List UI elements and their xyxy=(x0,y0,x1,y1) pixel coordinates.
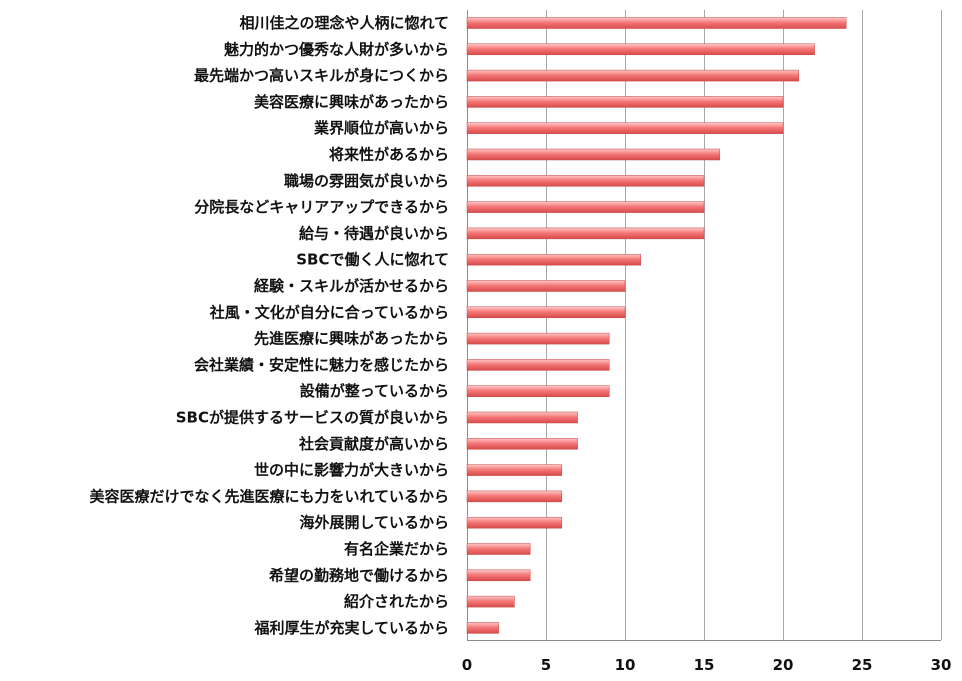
category-label: 美容医療に興味があったから xyxy=(254,93,449,111)
category-label: 希望の勤務地で働けるから xyxy=(269,566,449,584)
x-tick-label: 25 xyxy=(852,656,873,674)
bar xyxy=(466,148,721,161)
category-label: 相川佳之の理念や人柄に惚れて xyxy=(239,14,449,32)
bar xyxy=(466,306,626,319)
x-tick-label: 15 xyxy=(694,656,715,674)
category-label: 設備が整っているから xyxy=(300,382,449,400)
x-axis-tick-labels: 0 5 10 15 20 25 30 xyxy=(462,656,952,674)
bar xyxy=(466,43,815,56)
bar xyxy=(466,280,626,292)
category-labels: 相川佳之の理念や人柄に惚れて魅力的かつ優秀な人財が多いから最先端かつ高いスキルが… xyxy=(89,14,449,637)
category-label: 紹介されたから xyxy=(344,593,449,611)
bar xyxy=(466,69,800,82)
category-label: 給与・待遇が良いから xyxy=(299,224,449,242)
x-tick-label: 0 xyxy=(462,656,472,674)
bar xyxy=(466,96,784,108)
category-label: 将来性があるから xyxy=(329,146,449,164)
category-label: SBCが提供するサービスの質が良いから xyxy=(176,409,449,427)
bar xyxy=(466,516,563,529)
category-label: 魅力的かつ優秀な人財が多いから xyxy=(224,40,449,58)
category-label: SBCで働く人に惚れて xyxy=(296,251,449,269)
bar xyxy=(466,438,578,450)
bar xyxy=(466,201,705,213)
x-tick-label: 20 xyxy=(773,656,794,674)
bars xyxy=(466,17,847,634)
bar xyxy=(466,595,515,608)
bar xyxy=(466,464,563,476)
category-label: 世の中に影響力が大きいから xyxy=(254,461,449,479)
category-label: 業界順位が高いから xyxy=(313,119,449,137)
bar xyxy=(466,175,705,187)
category-label: 最先端かつ高いスキルが身につくから xyxy=(194,67,449,85)
bar xyxy=(466,253,642,266)
category-label: 社会貢献度が高いから xyxy=(298,435,449,453)
category-label: 海外展開しているから xyxy=(299,514,449,532)
category-label: 有名企業だから xyxy=(344,540,449,558)
bar xyxy=(466,122,784,134)
x-tick-label: 5 xyxy=(541,656,551,674)
bar xyxy=(466,543,531,555)
x-tick-label: 10 xyxy=(615,656,636,674)
bar xyxy=(466,569,531,582)
bar xyxy=(466,332,610,345)
x-tick-label: 30 xyxy=(931,656,952,674)
category-label: 美容医療だけでなく先進医療にも力をいれているから xyxy=(89,487,449,505)
bar xyxy=(466,227,705,240)
category-label: 分院長などキャリアアップできるから xyxy=(194,198,449,216)
bar xyxy=(466,411,578,424)
bar xyxy=(466,17,847,29)
category-label: 社風・文化が自分に合っているから xyxy=(209,303,449,321)
category-label: 福利厚生が充実しているから xyxy=(253,619,449,637)
category-label: 職場の雰囲気が良いから xyxy=(284,172,449,190)
bar xyxy=(466,490,563,503)
bar xyxy=(466,359,610,371)
bar xyxy=(466,385,610,397)
bar xyxy=(466,622,499,634)
category-label: 先進医療に興味があったから xyxy=(254,330,449,348)
category-label: 経験・スキルが活かせるから xyxy=(254,277,449,295)
category-label: 会社業績・安定性に魅力を感じたから xyxy=(194,356,449,374)
gridlines xyxy=(467,10,942,641)
